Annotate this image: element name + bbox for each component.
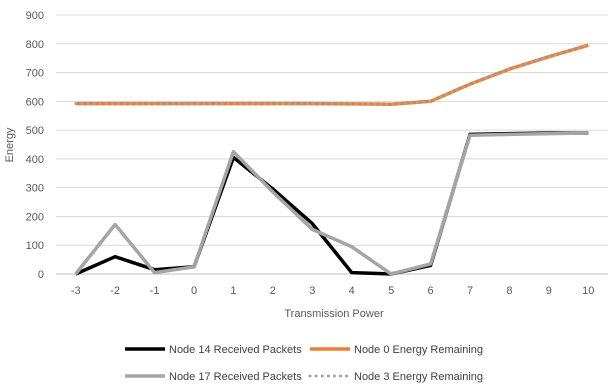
- x-tick-label: 4: [349, 285, 355, 297]
- x-tick-label: 9: [546, 285, 552, 297]
- y-axis-ticks: 0 100 200 300 400 500 600 700 800 900: [26, 10, 44, 281]
- series-line-node-17-received-packets: [74, 131, 589, 276]
- x-tick-label: 10: [582, 285, 594, 297]
- legend-label: Node 3 Energy Remaining: [354, 371, 483, 383]
- x-tick-label: 3: [309, 285, 315, 297]
- y-tick-label: 200: [26, 211, 44, 223]
- y-tick-label: 500: [26, 125, 44, 137]
- x-axis-title: Transmission Power: [284, 308, 384, 320]
- series-line-node-0-energy-remaining: [75, 43, 589, 106]
- y-tick-label: 400: [26, 154, 44, 166]
- series-line-node-14-received-packets: [74, 131, 589, 276]
- x-tick-label: 0: [191, 285, 197, 297]
- x-axis-ticks: -3 -2 -1 0 1 2 3 4 5 6 7 8 9 10: [71, 285, 595, 297]
- x-tick-label: -1: [150, 285, 160, 297]
- legend-label: Node 14 Received Packets: [169, 344, 302, 356]
- grid-lines: [56, 14, 608, 275]
- legend-label: Node 17 Received Packets: [169, 371, 302, 383]
- series-line-node-3-energy-remaining: [74, 43, 590, 106]
- series-lines: [74, 43, 590, 276]
- legend-label: Node 0 Energy Remaining: [354, 344, 483, 356]
- x-tick-label: -3: [71, 285, 81, 297]
- y-tick-label: 600: [26, 96, 44, 108]
- legend: Node 14 Received Packets Node 0 Energy Re…: [125, 344, 483, 383]
- y-tick-label: 300: [26, 183, 44, 195]
- x-tick-label: 7: [467, 285, 473, 297]
- y-tick-label: 0: [38, 269, 44, 281]
- x-tick-label: 2: [270, 285, 276, 297]
- x-tick-label: 5: [388, 285, 394, 297]
- x-tick-label: 1: [230, 285, 236, 297]
- y-tick-label: 900: [26, 10, 44, 22]
- x-tick-label: -2: [110, 285, 120, 297]
- y-tick-label: 700: [26, 68, 44, 80]
- y-tick-label: 100: [26, 240, 44, 252]
- y-tick-label: 800: [26, 39, 44, 51]
- x-tick-label: 8: [506, 285, 512, 297]
- x-tick-label: 6: [428, 285, 434, 297]
- y-axis-title: Energy: [4, 127, 16, 162]
